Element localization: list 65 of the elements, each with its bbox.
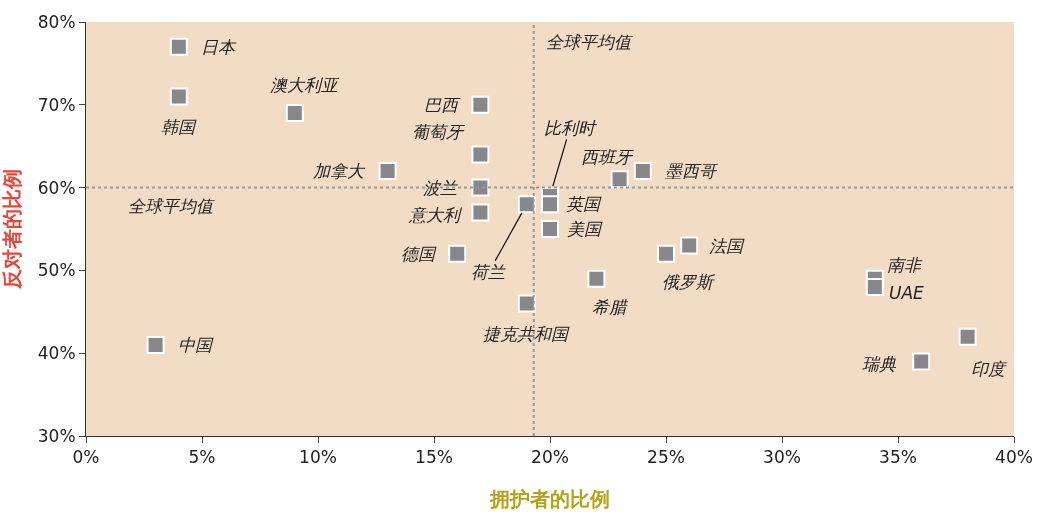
annotation: 韩国	[161, 117, 197, 137]
x-tick-label: 30%	[763, 447, 801, 468]
y-tick-label: 50%	[37, 260, 76, 281]
y-tick-label: 80%	[37, 11, 76, 32]
point	[471, 145, 490, 164]
annotation: 荷兰	[471, 262, 506, 282]
annotation: 葡萄牙	[412, 122, 465, 142]
x-tick-label: 25%	[647, 447, 685, 468]
point	[633, 162, 652, 181]
annotation: 墨西哥	[664, 161, 718, 181]
x-tick-label: 5%	[188, 447, 216, 468]
point	[517, 294, 536, 313]
y-axis-title: 反对者的比例	[0, 169, 25, 290]
point	[471, 95, 490, 114]
x-tick-label: 10%	[299, 447, 337, 468]
point	[471, 203, 490, 222]
annotation: 比利时	[544, 118, 597, 138]
y-tick-label: 60%	[37, 177, 76, 198]
annotation: 南非	[887, 255, 923, 275]
annotation: 巴西	[424, 95, 461, 115]
x-tick-label: 40%	[995, 447, 1033, 468]
y-tick-label: 70%	[37, 94, 76, 115]
point	[285, 104, 304, 123]
annotation: 中国	[178, 335, 214, 355]
point	[657, 244, 675, 263]
x-tick-label: 35%	[879, 447, 917, 468]
point	[958, 327, 977, 346]
y-tick-label: 40%	[37, 343, 76, 364]
point	[680, 236, 699, 255]
point	[610, 170, 629, 189]
point	[517, 195, 536, 214]
point	[471, 178, 490, 197]
annotation: 捷克共和国	[483, 324, 570, 344]
annotation: 英国	[566, 194, 602, 214]
annotation: 俄罗斯	[662, 272, 715, 292]
point	[541, 220, 559, 238]
point	[865, 277, 884, 296]
y-tick-label: 30%	[37, 425, 76, 446]
annotation: UAE	[889, 283, 925, 303]
annotation: 意大利	[408, 205, 463, 225]
annotation: 波兰	[423, 178, 458, 198]
x-axis-title: 拥护者的比例	[489, 486, 610, 511]
ref-line-label: 全球平均值	[128, 196, 215, 216]
annotation: 印度	[971, 359, 1008, 379]
point	[169, 87, 188, 106]
point	[541, 195, 559, 214]
point	[587, 269, 606, 288]
x-tick-label: 0%	[72, 447, 100, 468]
annotation: 瑞典	[862, 354, 897, 374]
annotation: 加拿大	[313, 161, 366, 181]
annotation: 西班牙	[581, 147, 634, 167]
annotation: 澳大利亚	[270, 75, 340, 95]
point	[169, 37, 188, 56]
annotation: 法国	[709, 236, 745, 256]
point	[378, 162, 397, 181]
point	[146, 335, 165, 354]
annotation: 美国	[567, 219, 603, 239]
ref-line-label: 全球平均值	[546, 32, 633, 52]
annotation: 希腊	[592, 297, 629, 317]
x-tick-label: 20%	[531, 447, 569, 468]
point	[448, 244, 467, 263]
point	[912, 352, 931, 371]
x-tick-label: 15%	[415, 447, 453, 468]
annotation: 日本	[201, 37, 237, 57]
annotation: 德国	[401, 244, 437, 264]
